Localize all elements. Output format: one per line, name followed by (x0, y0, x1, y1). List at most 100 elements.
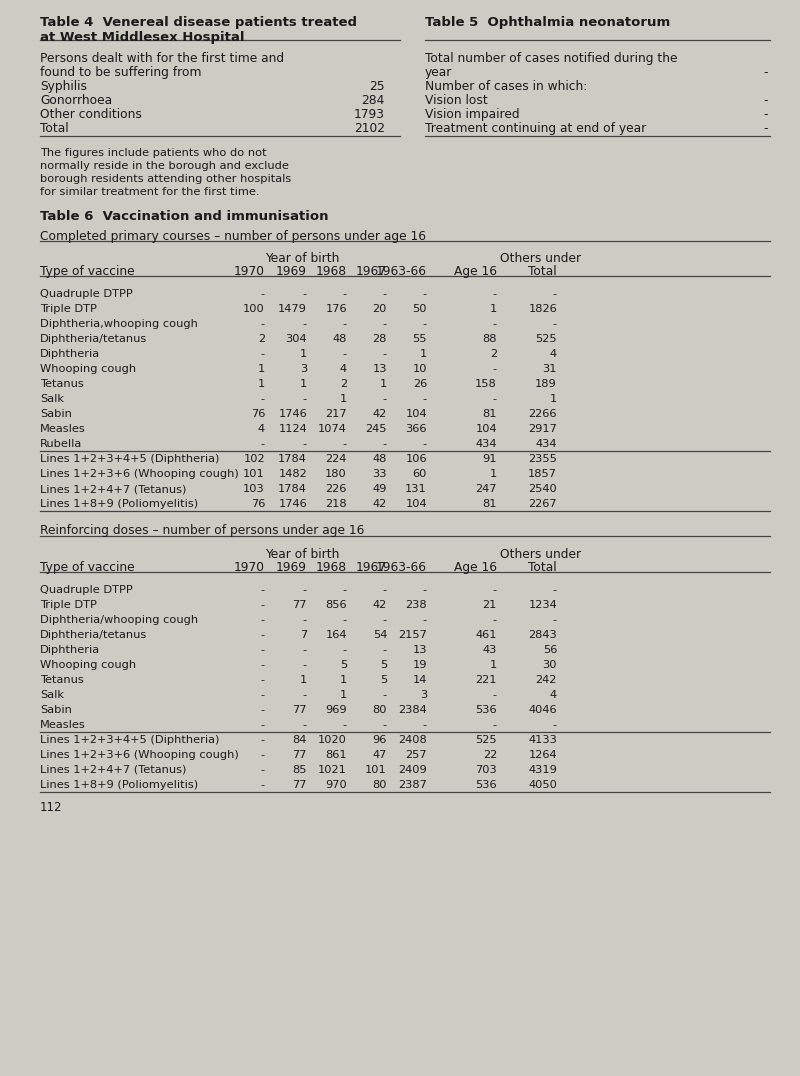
Text: -: - (261, 600, 265, 610)
Text: Diphtheria/whooping cough: Diphtheria/whooping cough (40, 615, 198, 625)
Text: Vision impaired: Vision impaired (425, 108, 520, 121)
Text: Triple DTP: Triple DTP (40, 600, 97, 610)
Text: 1074: 1074 (318, 424, 347, 434)
Text: Salk: Salk (40, 394, 64, 404)
Text: -: - (383, 394, 387, 404)
Text: 1: 1 (380, 379, 387, 390)
Text: 4: 4 (258, 424, 265, 434)
Text: Whooping cough: Whooping cough (40, 364, 136, 374)
Text: 50: 50 (413, 305, 427, 314)
Text: -: - (383, 439, 387, 449)
Text: 106: 106 (406, 454, 427, 464)
Text: Tetanus: Tetanus (40, 675, 84, 685)
Text: 2267: 2267 (528, 499, 557, 509)
Text: 2408: 2408 (398, 735, 427, 745)
Text: 536: 536 (475, 705, 497, 714)
Text: Measles: Measles (40, 720, 86, 730)
Text: -: - (261, 394, 265, 404)
Text: 20: 20 (373, 305, 387, 314)
Text: 88: 88 (482, 334, 497, 344)
Text: Type of vaccine: Type of vaccine (40, 561, 134, 574)
Text: -: - (261, 780, 265, 790)
Text: 2: 2 (340, 379, 347, 390)
Text: 1: 1 (420, 349, 427, 359)
Text: 226: 226 (326, 484, 347, 494)
Text: -: - (261, 585, 265, 595)
Text: 1963-66: 1963-66 (376, 561, 427, 574)
Text: 2387: 2387 (398, 780, 427, 790)
Text: 1264: 1264 (528, 750, 557, 760)
Text: at West Middlesex Hospital: at West Middlesex Hospital (40, 31, 245, 44)
Text: 21: 21 (482, 600, 497, 610)
Text: -: - (423, 615, 427, 625)
Text: 1967: 1967 (356, 265, 387, 278)
Text: 1970: 1970 (234, 561, 265, 574)
Text: Whooping cough: Whooping cough (40, 660, 136, 670)
Text: Other conditions: Other conditions (40, 108, 142, 121)
Text: Vision lost: Vision lost (425, 94, 488, 107)
Text: 7: 7 (300, 631, 307, 640)
Text: 76: 76 (250, 409, 265, 419)
Text: -: - (261, 289, 265, 299)
Text: Diphtheria,whooping cough: Diphtheria,whooping cough (40, 318, 198, 329)
Text: Total: Total (40, 122, 69, 134)
Text: 1124: 1124 (278, 424, 307, 434)
Text: 1967: 1967 (356, 561, 387, 574)
Text: -: - (303, 645, 307, 655)
Text: 131: 131 (406, 484, 427, 494)
Text: -: - (383, 720, 387, 730)
Text: 2409: 2409 (398, 765, 427, 775)
Text: 13: 13 (373, 364, 387, 374)
Text: 77: 77 (293, 600, 307, 610)
Text: -: - (303, 318, 307, 329)
Text: 77: 77 (293, 780, 307, 790)
Text: Others under: Others under (500, 252, 581, 265)
Text: 102: 102 (243, 454, 265, 464)
Text: -: - (493, 289, 497, 299)
Text: Diphtheria: Diphtheria (40, 349, 100, 359)
Text: 76: 76 (250, 499, 265, 509)
Text: 3: 3 (300, 364, 307, 374)
Text: 19: 19 (413, 660, 427, 670)
Text: -: - (261, 318, 265, 329)
Text: Rubella: Rubella (40, 439, 82, 449)
Text: -: - (261, 675, 265, 685)
Text: 1: 1 (490, 660, 497, 670)
Text: borough residents attending other hospitals: borough residents attending other hospit… (40, 174, 291, 184)
Text: -: - (493, 585, 497, 595)
Text: 969: 969 (326, 705, 347, 714)
Text: 85: 85 (293, 765, 307, 775)
Text: 1968: 1968 (316, 265, 347, 278)
Text: 1: 1 (340, 675, 347, 685)
Text: 1963-66: 1963-66 (376, 265, 427, 278)
Text: -: - (383, 615, 387, 625)
Text: -: - (261, 439, 265, 449)
Text: The figures include patients who do not: The figures include patients who do not (40, 148, 266, 158)
Text: 238: 238 (406, 600, 427, 610)
Text: 42: 42 (373, 600, 387, 610)
Text: 1: 1 (300, 675, 307, 685)
Text: -: - (343, 720, 347, 730)
Text: 77: 77 (293, 705, 307, 714)
Text: -: - (303, 585, 307, 595)
Text: 96: 96 (373, 735, 387, 745)
Text: 56: 56 (542, 645, 557, 655)
Text: 1746: 1746 (278, 409, 307, 419)
Text: 1: 1 (340, 690, 347, 700)
Text: 1969: 1969 (276, 265, 307, 278)
Text: -: - (383, 690, 387, 700)
Text: 22: 22 (482, 750, 497, 760)
Text: 42: 42 (373, 409, 387, 419)
Text: Number of cases in which:: Number of cases in which: (425, 80, 587, 93)
Text: Triple DTP: Triple DTP (40, 305, 97, 314)
Text: 2266: 2266 (529, 409, 557, 419)
Text: 180: 180 (326, 469, 347, 479)
Text: 1: 1 (300, 379, 307, 390)
Text: 1234: 1234 (528, 600, 557, 610)
Text: -: - (343, 439, 347, 449)
Text: Type of vaccine: Type of vaccine (40, 265, 134, 278)
Text: 31: 31 (542, 364, 557, 374)
Text: Sabin: Sabin (40, 705, 72, 714)
Text: -: - (261, 631, 265, 640)
Text: 2540: 2540 (528, 484, 557, 494)
